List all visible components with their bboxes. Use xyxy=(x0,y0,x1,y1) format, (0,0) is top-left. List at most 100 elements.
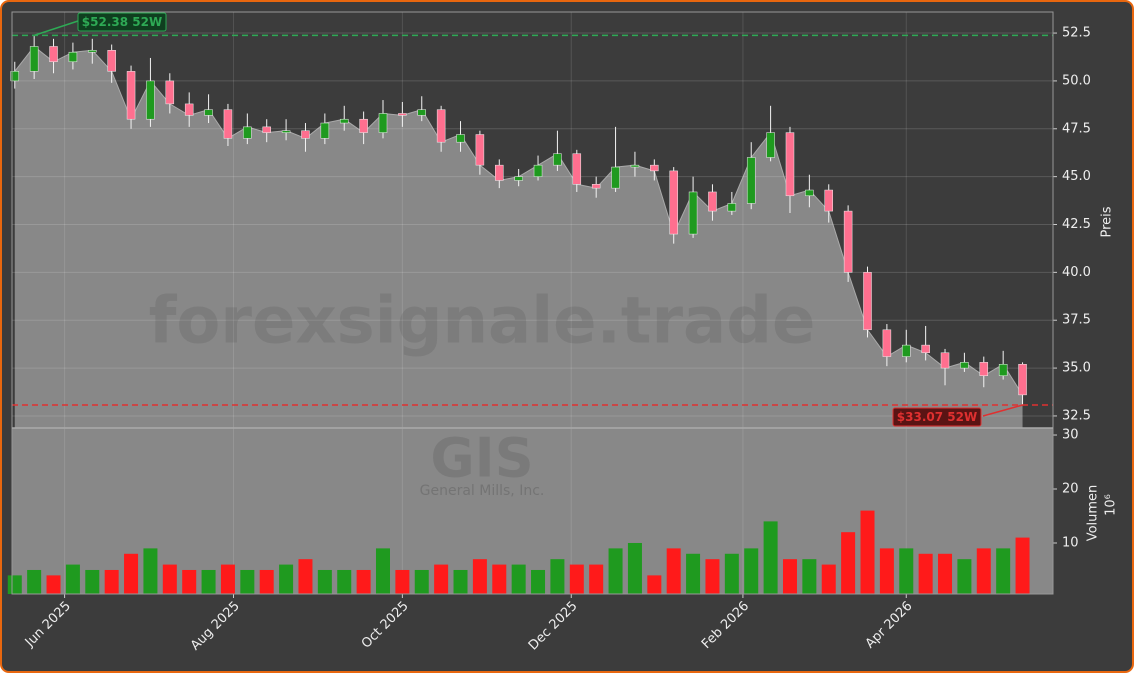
volume-bar xyxy=(414,569,429,594)
candle-body xyxy=(281,130,291,133)
volume-bar xyxy=(472,559,487,594)
volume-bar xyxy=(802,559,817,594)
y-tick-label: 37.5 xyxy=(1062,313,1091,328)
candle-body xyxy=(243,126,252,139)
callout-box xyxy=(77,12,167,32)
candle-body xyxy=(630,164,640,168)
volume-bar xyxy=(879,548,894,594)
candle-body xyxy=(688,191,698,235)
volume-bar xyxy=(899,548,914,594)
volume-bar xyxy=(259,569,274,594)
volume-bar xyxy=(337,569,352,594)
candle-body xyxy=(669,170,678,235)
volume-panel xyxy=(12,428,1053,594)
volume-bar xyxy=(666,548,681,594)
volume-bar xyxy=(375,548,390,594)
candle-body xyxy=(863,272,872,331)
volume-bar xyxy=(46,575,61,594)
volume-bar xyxy=(918,553,933,594)
candle-body xyxy=(184,103,194,116)
volume-bar xyxy=(453,569,468,594)
volume-bar xyxy=(647,575,662,594)
candle-body xyxy=(204,109,213,116)
volume-bar xyxy=(240,569,255,594)
volume-bar xyxy=(220,564,235,594)
volume-bar xyxy=(65,564,80,594)
volume-bar xyxy=(996,548,1011,594)
candle-body xyxy=(165,80,175,105)
candle-body xyxy=(843,210,853,273)
y-tick-label: 35.0 xyxy=(1062,361,1091,376)
volume-bar xyxy=(317,569,332,594)
volume-bar xyxy=(589,564,604,594)
y-tick-label: 50.0 xyxy=(1062,73,1091,88)
candle-body xyxy=(785,132,795,197)
candle-body xyxy=(940,352,950,369)
candle-body xyxy=(998,364,1008,376)
candle-body xyxy=(223,109,233,139)
volume-bar xyxy=(627,542,642,594)
callout-label: $52.38 52W xyxy=(82,15,162,29)
candle-body xyxy=(68,51,78,63)
candle-body xyxy=(514,176,523,181)
watermark: forexsignale.trade xyxy=(149,285,816,359)
volume-bar xyxy=(104,569,119,594)
candle-body xyxy=(553,153,562,166)
y-tick-label: 42.5 xyxy=(1062,217,1091,232)
volume-bar xyxy=(162,564,177,594)
candle-body xyxy=(417,109,427,116)
volume-bar xyxy=(1015,537,1030,594)
volume-bar xyxy=(279,564,294,594)
candle-body xyxy=(572,153,582,185)
y2-tick-label: 20 xyxy=(1062,482,1079,497)
volume-bar xyxy=(763,521,778,594)
company-watermark: General Mills, Inc. xyxy=(420,483,545,499)
candle-body xyxy=(727,203,737,212)
plot-border xyxy=(11,11,1054,595)
volume-bar xyxy=(395,569,410,594)
volume-bar xyxy=(976,548,991,594)
volume-bar xyxy=(957,559,972,594)
candle-body xyxy=(591,184,601,189)
candle-body xyxy=(746,157,756,204)
candle-body xyxy=(495,164,504,181)
volume-bar xyxy=(201,569,216,594)
callout-arrow xyxy=(33,20,79,37)
volume-bar xyxy=(938,553,953,594)
candle-body xyxy=(960,362,969,369)
volume-bar xyxy=(492,564,507,594)
candle-body xyxy=(88,50,97,53)
candle-body xyxy=(126,71,136,120)
candle-body xyxy=(1018,364,1027,396)
candle-body xyxy=(533,164,543,177)
candle-body xyxy=(301,130,310,139)
volume-bar xyxy=(124,553,139,594)
volume-bar xyxy=(550,559,565,594)
candle-body xyxy=(766,132,775,158)
candle-body xyxy=(359,118,368,133)
volume-bar xyxy=(821,564,836,594)
volume-bar xyxy=(744,548,759,594)
candle-body xyxy=(378,113,388,133)
volume-bar xyxy=(686,553,701,594)
candle-body xyxy=(611,166,620,189)
candle-body xyxy=(824,189,833,212)
candle-body xyxy=(436,109,446,143)
y-tick-label: 32.5 xyxy=(1062,408,1091,423)
y-axis-label: Preis xyxy=(1100,206,1115,237)
candle-body xyxy=(262,126,271,133)
volume-bar xyxy=(143,548,158,594)
callout-label: $33.07 52W xyxy=(897,410,977,424)
candle-body xyxy=(902,344,911,357)
volume-bar xyxy=(356,569,371,594)
candle-body xyxy=(339,118,349,124)
y-tick-label: 47.5 xyxy=(1062,121,1091,136)
candle-body xyxy=(146,80,155,120)
y-tick-label: 45.0 xyxy=(1062,169,1091,184)
y2-axis-label: Volumen xyxy=(1086,485,1101,542)
volume-bar xyxy=(298,559,313,594)
volume-bar xyxy=(724,553,739,594)
candle-body xyxy=(49,46,58,63)
candle-body xyxy=(398,113,407,116)
